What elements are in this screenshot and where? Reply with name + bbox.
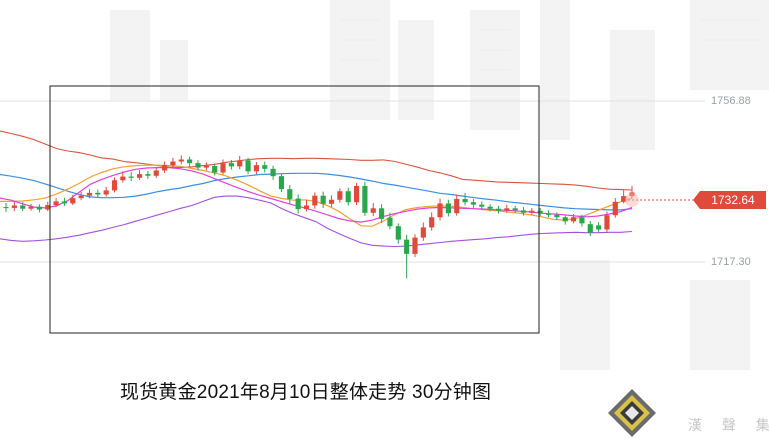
bollinger-lower-line xyxy=(0,195,633,248)
candle-body xyxy=(262,165,268,169)
candle-body xyxy=(495,208,502,211)
candle-body xyxy=(136,174,143,178)
candle-body xyxy=(579,217,585,224)
candle-body xyxy=(412,237,418,254)
candle-body xyxy=(295,198,301,210)
candle-body xyxy=(36,206,42,210)
candle-body xyxy=(395,226,401,240)
candle-body xyxy=(487,206,493,209)
candle-body xyxy=(20,205,26,209)
candle-body xyxy=(479,204,485,207)
candle-body xyxy=(78,195,84,199)
candle-body xyxy=(362,185,368,213)
candle-body xyxy=(145,174,151,176)
candle-body xyxy=(320,195,326,204)
current-price-glow xyxy=(625,193,639,207)
candle-body xyxy=(11,205,17,208)
candle-body xyxy=(45,205,51,210)
candle-body xyxy=(604,215,610,230)
current-price-tag: 1732.64 xyxy=(693,191,766,209)
chart-caption: 现货黄金2021年8月10日整体走势 30分钟图 xyxy=(120,382,492,403)
candle-body xyxy=(312,195,318,206)
candle-body xyxy=(103,190,109,195)
candle-body xyxy=(170,161,176,166)
candle-body xyxy=(95,192,101,195)
candle-body xyxy=(187,159,193,164)
candle-body xyxy=(220,163,226,173)
candle-body xyxy=(278,176,285,190)
candle-body xyxy=(270,168,276,177)
candle-body xyxy=(470,202,477,205)
candle-body xyxy=(370,208,376,213)
annotation-box xyxy=(49,85,540,334)
candle-body xyxy=(387,217,393,227)
price-label-lower: 1717.30 xyxy=(711,256,751,268)
candle-body xyxy=(445,203,451,214)
candle-body xyxy=(621,196,627,202)
candle-body xyxy=(379,208,385,219)
candle-body xyxy=(596,225,602,230)
bollinger-upper-line xyxy=(0,130,633,191)
candle-body xyxy=(111,180,118,191)
candle-body xyxy=(287,189,293,199)
candle-body xyxy=(61,201,68,204)
candle-body xyxy=(437,203,443,218)
price-label-upper: 1756.88 xyxy=(711,95,751,107)
candle-body xyxy=(537,210,543,214)
candle-body xyxy=(253,165,259,172)
candle-body xyxy=(345,191,351,203)
candle-body xyxy=(420,227,426,238)
candle-body xyxy=(120,176,126,181)
candle-body xyxy=(303,205,310,210)
moving-average-magenta-line xyxy=(0,167,633,223)
candle-body xyxy=(529,210,535,213)
candle-body xyxy=(203,165,209,168)
candle-body xyxy=(178,159,184,162)
candle-body xyxy=(3,207,9,209)
moving-average-blue-line xyxy=(0,172,633,211)
candle-body xyxy=(337,191,343,200)
candle-body xyxy=(612,201,618,216)
candle-body xyxy=(454,198,460,214)
candle-body xyxy=(353,185,360,203)
candle-body xyxy=(404,239,410,254)
candle-body xyxy=(195,163,201,168)
candle-body xyxy=(237,160,243,167)
candle-body xyxy=(153,170,159,176)
candle-body xyxy=(212,166,218,173)
candle-body xyxy=(86,192,93,196)
candle-body xyxy=(128,176,134,178)
candle-body xyxy=(545,213,552,215)
candle-body xyxy=(429,217,435,228)
candle-body xyxy=(53,201,59,206)
company-logo xyxy=(608,389,656,437)
candle-body xyxy=(587,224,593,233)
candles-group xyxy=(3,155,635,279)
candle-body xyxy=(228,163,234,167)
candle-body xyxy=(70,198,76,204)
candle-body xyxy=(562,217,568,222)
candle-body xyxy=(570,217,577,222)
candle-body xyxy=(504,208,510,211)
candle-body xyxy=(245,160,251,172)
candle-body xyxy=(28,206,34,209)
candle-body xyxy=(161,165,168,171)
candle-body xyxy=(520,210,527,213)
candle-body xyxy=(462,198,468,203)
candle-body xyxy=(512,208,518,211)
candle-body xyxy=(328,199,335,204)
company-name-watermark: 漢 聲 集 團 xyxy=(688,417,769,433)
candle-body xyxy=(554,214,560,218)
